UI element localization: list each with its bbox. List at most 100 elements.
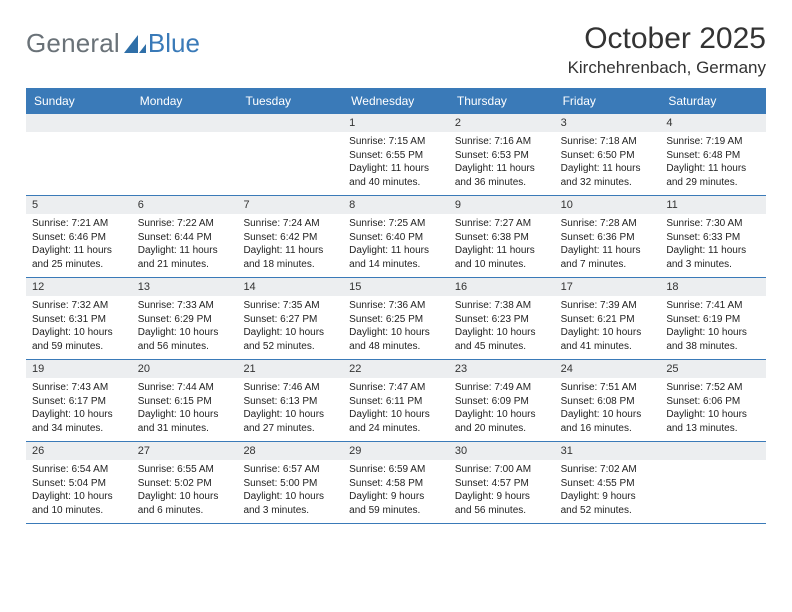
day-line-sunset: Sunset: 5:00 PM — [243, 477, 337, 491]
day-content: Sunrise: 7:43 AMSunset: 6:17 PMDaylight:… — [26, 378, 132, 441]
day-line-daylight1: Daylight: 11 hours — [666, 244, 760, 258]
date-bar: 11 — [660, 196, 766, 214]
day-line-daylight2: and 21 minutes. — [138, 258, 232, 272]
day-header-fri: Friday — [555, 88, 661, 114]
day-line-sunset: Sunset: 4:57 PM — [455, 477, 549, 491]
day-line-sunrise: Sunrise: 7:52 AM — [666, 381, 760, 395]
day-line-sunrise: Sunrise: 7:35 AM — [243, 299, 337, 313]
day-line-daylight2: and 34 minutes. — [32, 422, 126, 436]
day-cell: 8Sunrise: 7:25 AMSunset: 6:40 PMDaylight… — [343, 196, 449, 277]
day-header-sat: Saturday — [660, 88, 766, 114]
date-bar: 29 — [343, 442, 449, 460]
day-cell: 25Sunrise: 7:52 AMSunset: 6:06 PMDayligh… — [660, 360, 766, 441]
day-cell: 28Sunrise: 6:57 AMSunset: 5:00 PMDayligh… — [237, 442, 343, 523]
day-line-daylight1: Daylight: 10 hours — [243, 408, 337, 422]
location: Kirchehrenbach, Germany — [568, 58, 766, 78]
day-cell: 10Sunrise: 7:28 AMSunset: 6:36 PMDayligh… — [555, 196, 661, 277]
weeks-container: 1Sunrise: 7:15 AMSunset: 6:55 PMDaylight… — [26, 114, 766, 524]
day-line-sunrise: Sunrise: 7:22 AM — [138, 217, 232, 231]
day-cell: 4Sunrise: 7:19 AMSunset: 6:48 PMDaylight… — [660, 114, 766, 195]
calendar: Sunday Monday Tuesday Wednesday Thursday… — [26, 88, 766, 524]
day-line-sunrise: Sunrise: 7:25 AM — [349, 217, 443, 231]
day-line-daylight2: and 18 minutes. — [243, 258, 337, 272]
date-bar: 5 — [26, 196, 132, 214]
day-line-sunset: Sunset: 6:06 PM — [666, 395, 760, 409]
day-line-sunset: Sunset: 6:15 PM — [138, 395, 232, 409]
day-cell: 13Sunrise: 7:33 AMSunset: 6:29 PMDayligh… — [132, 278, 238, 359]
day-header-mon: Monday — [132, 88, 238, 114]
day-line-daylight2: and 7 minutes. — [561, 258, 655, 272]
day-line-daylight1: Daylight: 10 hours — [455, 326, 549, 340]
day-cell: 17Sunrise: 7:39 AMSunset: 6:21 PMDayligh… — [555, 278, 661, 359]
day-content: Sunrise: 6:54 AMSunset: 5:04 PMDaylight:… — [26, 460, 132, 523]
day-cell: 14Sunrise: 7:35 AMSunset: 6:27 PMDayligh… — [237, 278, 343, 359]
day-line-daylight1: Daylight: 11 hours — [138, 244, 232, 258]
day-cell: 12Sunrise: 7:32 AMSunset: 6:31 PMDayligh… — [26, 278, 132, 359]
day-line-sunset: Sunset: 6:08 PM — [561, 395, 655, 409]
day-cell: 2Sunrise: 7:16 AMSunset: 6:53 PMDaylight… — [449, 114, 555, 195]
day-content: Sunrise: 7:24 AMSunset: 6:42 PMDaylight:… — [237, 214, 343, 277]
day-line-daylight1: Daylight: 9 hours — [349, 490, 443, 504]
day-line-daylight1: Daylight: 11 hours — [455, 244, 549, 258]
day-line-daylight2: and 20 minutes. — [455, 422, 549, 436]
day-line-daylight1: Daylight: 11 hours — [561, 162, 655, 176]
day-line-sunrise: Sunrise: 6:54 AM — [32, 463, 126, 477]
day-content: Sunrise: 7:27 AMSunset: 6:38 PMDaylight:… — [449, 214, 555, 277]
day-line-sunset: Sunset: 6:21 PM — [561, 313, 655, 327]
day-content: Sunrise: 7:15 AMSunset: 6:55 PMDaylight:… — [343, 132, 449, 195]
date-bar: 13 — [132, 278, 238, 296]
day-cell: 21Sunrise: 7:46 AMSunset: 6:13 PMDayligh… — [237, 360, 343, 441]
day-line-sunset: Sunset: 6:36 PM — [561, 231, 655, 245]
day-line-sunrise: Sunrise: 7:46 AM — [243, 381, 337, 395]
day-line-sunrise: Sunrise: 7:28 AM — [561, 217, 655, 231]
day-line-sunrise: Sunrise: 7:16 AM — [455, 135, 549, 149]
day-line-daylight2: and 59 minutes. — [32, 340, 126, 354]
day-content: Sunrise: 7:51 AMSunset: 6:08 PMDaylight:… — [555, 378, 661, 441]
day-cell: 24Sunrise: 7:51 AMSunset: 6:08 PMDayligh… — [555, 360, 661, 441]
date-bar: 9 — [449, 196, 555, 214]
day-cell: 3Sunrise: 7:18 AMSunset: 6:50 PMDaylight… — [555, 114, 661, 195]
day-cell: 11Sunrise: 7:30 AMSunset: 6:33 PMDayligh… — [660, 196, 766, 277]
day-header-row: Sunday Monday Tuesday Wednesday Thursday… — [26, 88, 766, 114]
day-cell: 1Sunrise: 7:15 AMSunset: 6:55 PMDaylight… — [343, 114, 449, 195]
day-line-daylight1: Daylight: 10 hours — [666, 326, 760, 340]
date-bar: 18 — [660, 278, 766, 296]
day-content: Sunrise: 7:30 AMSunset: 6:33 PMDaylight:… — [660, 214, 766, 277]
date-bar: 22 — [343, 360, 449, 378]
day-content-empty — [26, 132, 132, 190]
day-content: Sunrise: 7:39 AMSunset: 6:21 PMDaylight:… — [555, 296, 661, 359]
date-bar-empty — [132, 114, 238, 132]
day-line-daylight1: Daylight: 10 hours — [349, 408, 443, 422]
day-line-daylight2: and 29 minutes. — [666, 176, 760, 190]
logo: General Blue — [26, 28, 200, 59]
day-line-daylight1: Daylight: 10 hours — [32, 490, 126, 504]
day-header-wed: Wednesday — [343, 88, 449, 114]
day-line-daylight1: Daylight: 10 hours — [561, 408, 655, 422]
day-cell: 6Sunrise: 7:22 AMSunset: 6:44 PMDaylight… — [132, 196, 238, 277]
day-content-empty — [660, 460, 766, 518]
logo-text-blue: Blue — [148, 28, 200, 59]
date-bar: 27 — [132, 442, 238, 460]
day-line-sunrise: Sunrise: 7:02 AM — [561, 463, 655, 477]
day-header-thu: Thursday — [449, 88, 555, 114]
day-cell: 29Sunrise: 6:59 AMSunset: 4:58 PMDayligh… — [343, 442, 449, 523]
day-content: Sunrise: 7:33 AMSunset: 6:29 PMDaylight:… — [132, 296, 238, 359]
day-line-sunrise: Sunrise: 7:19 AM — [666, 135, 760, 149]
day-content: Sunrise: 7:32 AMSunset: 6:31 PMDaylight:… — [26, 296, 132, 359]
date-bar-empty — [237, 114, 343, 132]
day-cell: 26Sunrise: 6:54 AMSunset: 5:04 PMDayligh… — [26, 442, 132, 523]
date-bar: 24 — [555, 360, 661, 378]
week-row: 19Sunrise: 7:43 AMSunset: 6:17 PMDayligh… — [26, 360, 766, 442]
day-line-sunset: Sunset: 6:38 PM — [455, 231, 549, 245]
day-cell — [26, 114, 132, 195]
day-line-daylight1: Daylight: 10 hours — [243, 326, 337, 340]
day-line-daylight1: Daylight: 10 hours — [243, 490, 337, 504]
date-bar: 20 — [132, 360, 238, 378]
day-cell: 16Sunrise: 7:38 AMSunset: 6:23 PMDayligh… — [449, 278, 555, 359]
day-content: Sunrise: 6:59 AMSunset: 4:58 PMDaylight:… — [343, 460, 449, 523]
day-line-sunrise: Sunrise: 7:47 AM — [349, 381, 443, 395]
day-cell: 20Sunrise: 7:44 AMSunset: 6:15 PMDayligh… — [132, 360, 238, 441]
day-line-sunset: Sunset: 6:50 PM — [561, 149, 655, 163]
day-line-sunrise: Sunrise: 7:30 AM — [666, 217, 760, 231]
day-cell — [132, 114, 238, 195]
